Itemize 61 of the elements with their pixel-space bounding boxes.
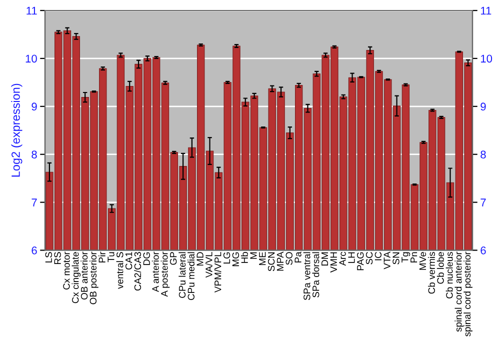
x-tick-label: SO (286, 252, 292, 265)
x-tick-label: MG (232, 252, 240, 266)
x-tick-label: SC (366, 252, 373, 264)
x-tick-label: LH (348, 252, 355, 263)
y-tick-label: 8 (32, 150, 37, 158)
x-tick-label: spinal cord posterior (464, 252, 472, 336)
y-tick-label: 9 (32, 102, 37, 111)
x-tick-label: SPa dorsal (312, 252, 320, 298)
y-tick-label: 7 (32, 198, 37, 206)
x-tick-label: CPu medial (188, 252, 194, 300)
x-tick-label: OB posterior (90, 252, 98, 304)
x-tick-label: spinal cord anterior (454, 252, 464, 332)
x-tick-label: DG (143, 252, 150, 266)
x-tick-label: DM (321, 252, 328, 266)
x-tick-label: Arc (339, 252, 346, 266)
x-tick-label: IC (374, 252, 382, 260)
x-tick-label: Tu (108, 252, 114, 262)
x-tick-label: Tg (402, 252, 410, 262)
x-tick-label: MD (196, 252, 204, 266)
x-tick-label: A posterior (160, 252, 170, 297)
x-tick-label: VPM/VPL (214, 252, 222, 293)
x-tick-label: Pir (98, 252, 106, 262)
x-tick-label: SN (392, 252, 400, 264)
y2-tick-label: 11 (480, 6, 492, 15)
x-tick-label: OB anterior (80, 252, 88, 300)
x-tick-label: MPA (276, 252, 284, 271)
x-tick-label: VA/VL (205, 252, 212, 278)
x-tick-label: Cb vermis (428, 252, 435, 294)
y2-tick-label: 9 (480, 102, 486, 111)
x-tick-label: Cx cingulate (72, 252, 81, 304)
y-axis-title: Log2 (expression) (11, 84, 22, 177)
x-tick-label: CA2/CA3 (134, 252, 142, 291)
x-tick-label: SCN (268, 252, 275, 272)
y2-tick-label: 8 (480, 150, 486, 158)
x-tick-label: PAG (357, 252, 364, 270)
x-tick-label: Cx motor (63, 252, 70, 290)
x-tick-label: ME (259, 252, 266, 266)
x-tick-label: LS (45, 252, 52, 262)
y2-tick-label: 6 (480, 246, 486, 254)
x-tick-label: MVe (419, 252, 426, 270)
x-tick-label: Pa (294, 252, 302, 262)
x-tick-label: Pn (410, 252, 418, 262)
y2-tick-label: 10 (480, 54, 492, 63)
y-tick-label: 11 (26, 6, 37, 15)
x-tick-label: VMH (330, 252, 337, 273)
x-tick-label: SPa ventral (303, 252, 310, 300)
y-tick-label: 10 (26, 54, 37, 63)
x-tick-label: Cb lobe (436, 252, 444, 284)
x-tick-label: M (250, 252, 257, 259)
x-tick-label: A anterior (152, 252, 159, 292)
x-tick-label: GP (170, 252, 177, 265)
x-tick-label: Cb nucleus (446, 252, 453, 298)
x-tick-label: RS (54, 252, 61, 264)
x-tick-label: VTA (384, 252, 390, 270)
x-tick-label: CPu lateral (178, 252, 186, 298)
x-tick-label: ventral S (116, 252, 124, 289)
y-tick-label: 6 (32, 246, 37, 254)
x-tick-label: Hb (240, 252, 248, 263)
x-tick-label: LG (223, 252, 230, 264)
x-tick-label: CA1 (125, 252, 132, 270)
y2-tick-label: 7 (480, 198, 486, 206)
